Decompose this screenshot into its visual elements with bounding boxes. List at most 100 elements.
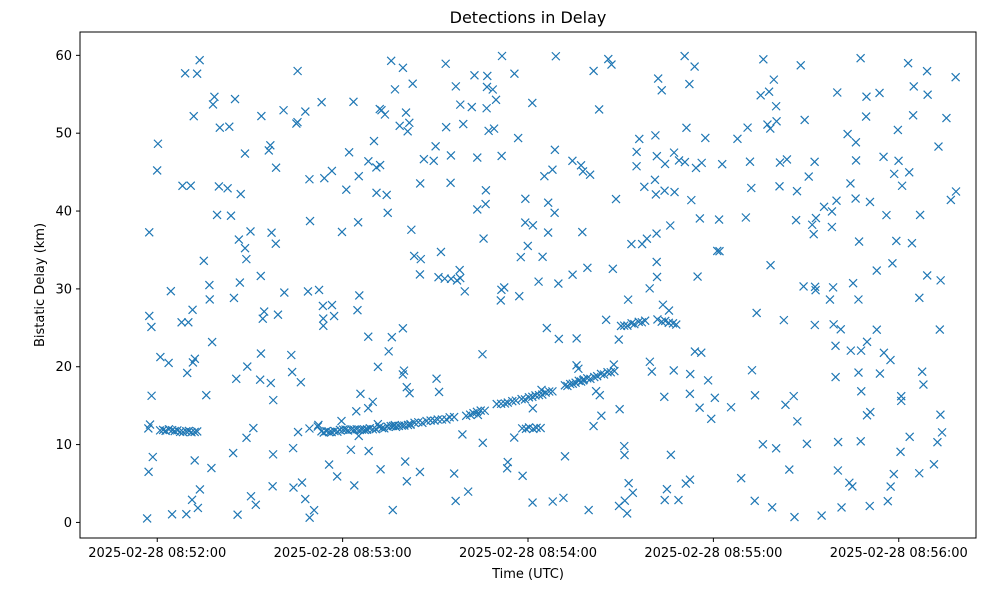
data-point <box>192 427 202 436</box>
data-point <box>212 210 222 220</box>
data-point <box>856 346 866 356</box>
data-point <box>572 333 582 343</box>
data-point <box>193 503 203 513</box>
data-point <box>703 375 713 385</box>
data-point <box>568 270 578 280</box>
data-point <box>647 367 657 377</box>
x-tick-label: 2025-02-28 08:56:00 <box>830 546 968 561</box>
data-point <box>303 287 313 296</box>
data-point <box>406 225 416 235</box>
data-point <box>886 355 895 365</box>
data-point <box>395 121 405 131</box>
data-point <box>399 366 409 376</box>
data-point <box>634 134 644 144</box>
data-point <box>660 186 670 196</box>
data-point <box>408 79 418 89</box>
data-point <box>657 85 667 95</box>
data-point <box>356 389 365 399</box>
data-point <box>833 437 843 447</box>
data-point <box>603 54 613 64</box>
data-point <box>286 350 296 360</box>
data-point <box>733 134 742 144</box>
data-point <box>660 495 670 505</box>
data-point <box>181 509 191 519</box>
data-point <box>784 465 794 474</box>
data-point <box>382 190 392 200</box>
data-point <box>457 430 467 439</box>
data-point <box>810 157 820 167</box>
data-point <box>882 210 891 220</box>
data-point <box>652 272 662 282</box>
data-point <box>246 227 255 236</box>
data-point <box>369 136 379 146</box>
data-point <box>189 111 199 121</box>
data-point <box>536 423 546 433</box>
data-point <box>848 278 858 288</box>
data-point <box>419 154 429 164</box>
data-point <box>528 220 538 230</box>
data-point <box>267 228 276 238</box>
data-point <box>142 514 152 523</box>
data-point <box>291 119 301 128</box>
data-point <box>639 182 649 192</box>
data-point <box>862 337 872 347</box>
data-point <box>288 443 298 453</box>
data-point <box>209 92 219 102</box>
data-point <box>363 156 373 166</box>
data-point <box>640 316 650 326</box>
data-point <box>509 433 519 442</box>
data-point <box>384 346 394 356</box>
data-point <box>258 314 268 324</box>
data-point <box>430 416 439 426</box>
data-point <box>314 285 324 295</box>
data-point <box>488 85 498 94</box>
data-point <box>403 420 413 430</box>
data-point <box>935 325 945 335</box>
data-point <box>846 179 855 188</box>
data-point <box>747 365 757 375</box>
data-point <box>204 280 214 290</box>
data-point <box>476 406 486 416</box>
data-point <box>915 210 925 220</box>
data-point <box>513 133 523 143</box>
data-point <box>596 369 606 379</box>
data-point <box>166 286 176 296</box>
data-point <box>190 455 200 465</box>
data-point <box>172 425 182 435</box>
data-point <box>228 448 238 458</box>
data-point <box>255 375 265 385</box>
data-point <box>478 349 487 359</box>
data-point <box>652 229 661 238</box>
data-point <box>662 484 672 494</box>
data-point <box>628 488 638 498</box>
data-point <box>528 424 538 434</box>
data-point <box>273 310 283 320</box>
data-point <box>402 382 412 392</box>
data-point <box>489 124 499 134</box>
data-point <box>700 133 710 143</box>
data-point <box>550 145 560 155</box>
data-point <box>548 497 558 506</box>
data-point <box>524 392 534 402</box>
data-point <box>242 433 251 443</box>
data-point <box>684 79 694 89</box>
data-point <box>518 471 528 481</box>
data-point <box>480 406 490 416</box>
data-point <box>208 99 218 109</box>
data-point <box>164 358 174 368</box>
data-point <box>354 291 364 300</box>
data-point <box>879 348 889 358</box>
data-point <box>164 424 174 434</box>
data-point <box>632 147 642 157</box>
data-point <box>682 123 691 133</box>
data-point <box>441 59 451 69</box>
data-point <box>917 367 927 377</box>
data-point <box>353 217 363 227</box>
data-point <box>455 100 465 110</box>
data-point <box>622 509 632 518</box>
data-point <box>810 282 820 292</box>
data-point <box>230 94 240 104</box>
data-point <box>832 196 841 206</box>
data-point <box>837 503 846 512</box>
